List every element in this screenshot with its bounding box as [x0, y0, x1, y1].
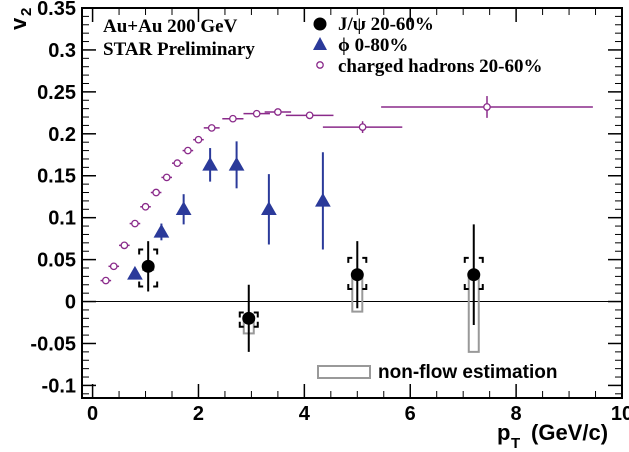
- legend-phi-marker: [313, 37, 327, 50]
- plot-border: [81, 7, 623, 399]
- hadron-point: [305, 111, 314, 120]
- jpsi-point: [467, 268, 481, 282]
- x-axis-title-sub: T: [511, 435, 520, 452]
- x-tick-label: 8: [511, 403, 522, 425]
- x-axis-ticks: 0 2 4 6 8 10: [87, 8, 629, 425]
- y-tick-label: 0.35: [37, 0, 76, 20]
- hadron-point: [358, 123, 367, 131]
- legend: J/ψ 20-60%ϕ 0-80%charged hadrons 20-60%: [313, 14, 542, 77]
- y-tick-label: 0.25: [37, 82, 76, 104]
- jpsi-sys-bracket: [238, 311, 259, 328]
- y-axis-title: v 2: [6, 8, 35, 30]
- legend-phi-label: ϕ 0-80%: [338, 35, 408, 56]
- hadron-point: [131, 219, 139, 228]
- x-axis-title-unit: (GeV/c): [531, 420, 608, 445]
- legend-hadron-marker: [316, 61, 324, 69]
- jpsi-sys-bracket: [138, 248, 159, 288]
- jpsi-sys-bracket: [463, 256, 484, 290]
- y-tick-label: 0.05: [37, 250, 76, 272]
- jpsi-point: [141, 259, 155, 273]
- y-tick-label: -0.05: [30, 333, 76, 355]
- phi-point: [202, 156, 218, 171]
- hadron-point: [483, 103, 491, 111]
- nonflow-legend-swatch: [317, 365, 371, 379]
- y-tick-label: 0: [65, 292, 76, 314]
- hadron-point: [120, 241, 129, 250]
- hadron-point: [207, 124, 216, 132]
- x-axis-title-main: p: [497, 420, 510, 445]
- hadron-point: [184, 146, 192, 155]
- phi-point: [127, 265, 143, 280]
- legend-jpsi-marker: [313, 17, 327, 31]
- y-axis-title-main: v: [6, 17, 31, 30]
- phi-point: [261, 201, 277, 216]
- y-axis-title-sub: 2: [18, 8, 35, 16]
- nonflow-legend-label: non-flow estimation: [378, 362, 557, 383]
- hadron-point: [109, 262, 118, 271]
- phi-point: [175, 201, 192, 216]
- y-tick-label: 0.1: [48, 208, 76, 230]
- y-tick-label: 0.3: [48, 40, 76, 62]
- x-tick-label: 4: [299, 403, 311, 425]
- legend-jpsi-label: J/ψ 20-60%: [338, 14, 434, 35]
- phi-point: [315, 192, 331, 207]
- hadron-point: [274, 108, 282, 116]
- jpsi-sys-bracket: [347, 256, 368, 290]
- legend-hadron-label: charged hadrons 20-60%: [338, 56, 542, 77]
- x-tick-label: 0: [87, 403, 98, 425]
- y-tick-label: 0.2: [48, 124, 76, 146]
- y-tick-label: -0.1: [42, 375, 76, 397]
- annotation-collision: Au+Au 200 GeV: [103, 16, 238, 37]
- hadron-point: [101, 276, 110, 285]
- x-tick-label: 2: [193, 403, 204, 425]
- jpsi-point: [350, 268, 364, 282]
- hadron-point: [194, 135, 203, 144]
- x-axis-title: p T (GeV/c): [497, 420, 608, 452]
- plot-frame: [81, 7, 623, 399]
- hadron-point: [229, 114, 237, 123]
- phi-point: [153, 223, 170, 238]
- nonflow-boxes: [142, 267, 480, 353]
- x-tick-label: 6: [405, 403, 416, 425]
- hadron-point: [252, 109, 261, 118]
- hadron-point: [173, 159, 182, 168]
- annotation-preliminary: STAR Preliminary: [103, 39, 255, 60]
- x-tick-label: 10: [611, 403, 629, 425]
- y-axis-ticks: -0.1 -0.05 0 0.05 0.1 0.15 0.2 0.25 0.3 0.35: [30, 0, 622, 397]
- phi-point: [228, 156, 245, 171]
- jpsi-point: [242, 311, 256, 325]
- hadron-point: [141, 202, 150, 211]
- hadron-point: [152, 188, 160, 197]
- hadron-point: [162, 173, 171, 182]
- y-tick-label: 0.15: [37, 166, 76, 188]
- data-series: [100, 96, 593, 352]
